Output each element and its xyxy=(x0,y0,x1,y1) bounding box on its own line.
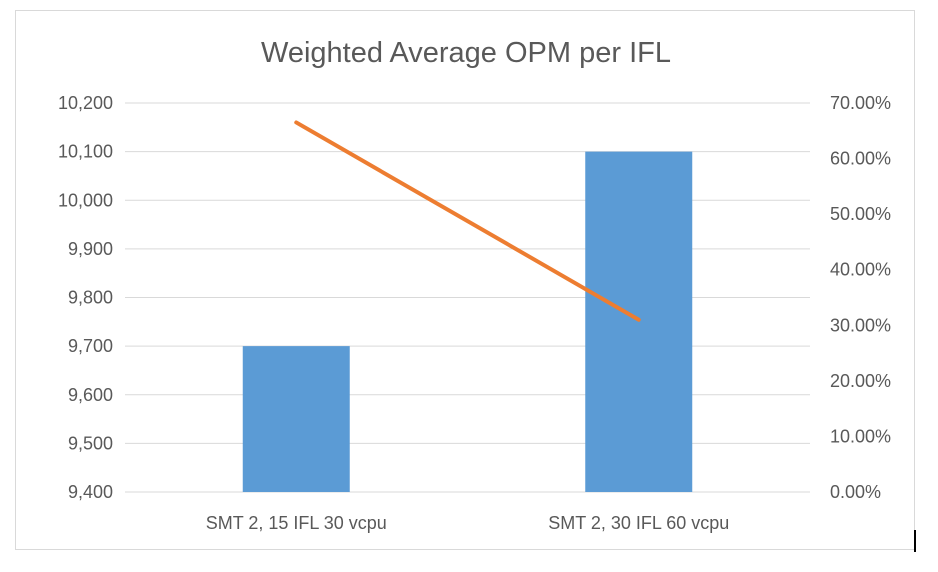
line-point xyxy=(638,319,640,321)
right-tick-label: 30.00% xyxy=(830,315,891,335)
chart-title: Weighted Average OPM per IFL xyxy=(261,37,671,69)
right-tick-label: 0.00% xyxy=(830,482,881,502)
right-tick-label: 40.00% xyxy=(830,260,891,280)
right-tick-label: 50.00% xyxy=(830,204,891,224)
chart-frame xyxy=(15,10,915,550)
category-label: SMT 2, 30 IFL 60 vcpu xyxy=(548,513,729,533)
right-tick-label: 10.00% xyxy=(830,426,891,446)
category-label: SMT 2, 15 IFL 30 vcpu xyxy=(206,513,387,533)
edge-marker xyxy=(914,530,916,552)
line-series xyxy=(294,120,641,322)
bar xyxy=(585,151,693,492)
right-axis-tick-labels: 0.00% 10.00% 20.00% 30.00% 40.00% 50.00% 60.00… xyxy=(830,93,891,502)
left-tick-label: 9,700 xyxy=(68,336,113,356)
left-tick-label: 9,800 xyxy=(68,288,113,308)
left-tick-label: 9,600 xyxy=(68,385,113,405)
bar-series xyxy=(242,151,693,492)
line-point xyxy=(295,121,297,123)
left-tick-label: 10,000 xyxy=(58,190,113,210)
left-tick-label: 9,900 xyxy=(68,239,113,259)
right-tick-label: 70.00% xyxy=(830,93,891,113)
right-tick-label: 60.00% xyxy=(830,149,891,169)
left-tick-label: 10,200 xyxy=(58,93,113,113)
gridlines xyxy=(125,102,810,493)
right-tick-label: 20.00% xyxy=(830,371,891,391)
series-line xyxy=(294,120,641,322)
left-tick-label: 10,100 xyxy=(58,142,113,162)
bar xyxy=(242,346,350,492)
category-axis-labels: SMT 2, 15 IFL 30 vcpu SMT 2, 30 IFL 60 vc… xyxy=(206,513,730,533)
left-tick-label: 9,500 xyxy=(68,433,113,453)
left-tick-label: 9,400 xyxy=(68,482,113,502)
left-axis-tick-labels: 9,400 9,500 9,600 9,700 9,800 9,900 10,000 10,1… xyxy=(58,93,113,502)
